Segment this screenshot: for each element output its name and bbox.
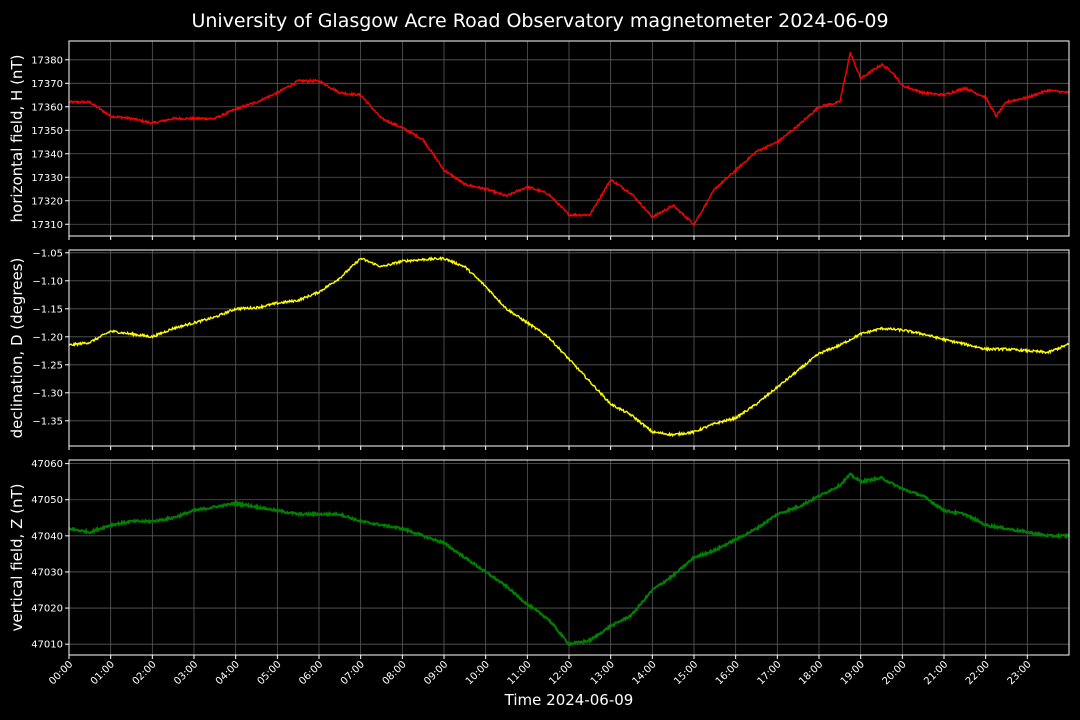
y-tick-label: 17350: [31, 126, 63, 137]
y-tick-label: 17370: [31, 79, 63, 90]
panel-1: −1.05 −1.10 −1.15 −1.20 −1.25 −1.30 −1.35 decli…: [8, 248, 1070, 450]
x-tick-label: 11:00: [506, 659, 534, 687]
x-tick-label: 10:00: [464, 659, 492, 687]
x-tick-label: 03:00: [172, 659, 200, 687]
x-tick-label: 19:00: [839, 659, 867, 687]
series-line: [68, 256, 1070, 438]
x-tick-label: 13:00: [589, 659, 617, 687]
x-tick-label: 20:00: [881, 659, 909, 687]
x-tick-label: 23:00: [1006, 659, 1034, 687]
x-tick-label: 12:00: [547, 659, 575, 687]
y-tick-label: 47020: [31, 604, 63, 615]
y-axis-label: declination, D (degrees): [8, 258, 26, 439]
y-axis-label: horizontal field, H (nT): [8, 55, 26, 223]
x-tick-label: 14:00: [631, 659, 659, 687]
x-tick-label: 21:00: [922, 659, 950, 687]
x-tick-label: 22:00: [964, 659, 992, 687]
panel-0: 17310 17320 17330 17340 17350 17360 17370 17380…: [8, 40, 1070, 240]
chart-title: University of Glasgow Acre Road Observat…: [191, 10, 889, 32]
y-tick-label: −1.25: [32, 360, 63, 371]
y-tick-label: −1.10: [32, 276, 63, 287]
y-tick-label: 47050: [31, 495, 63, 506]
x-tick-label: 05:00: [256, 659, 284, 687]
y-axis-label: vertical field, Z (nT): [8, 483, 26, 631]
x-tick-label: 04:00: [214, 659, 242, 687]
x-tick-label: 17:00: [756, 659, 784, 687]
plot-frame: [68, 40, 1070, 237]
y-tick-label: 17360: [31, 102, 63, 113]
series-line: [68, 472, 1070, 647]
y-tick-label: 17320: [31, 196, 63, 207]
x-tick-label: 01:00: [89, 659, 117, 687]
x-tick-label: 08:00: [381, 659, 409, 687]
x-tick-label: 18:00: [797, 659, 825, 687]
y-tick-label: −1.30: [32, 388, 63, 399]
plot-frame: [68, 249, 1070, 447]
x-tick-label: 16:00: [714, 659, 742, 687]
y-tick-label: −1.05: [32, 248, 63, 259]
series-line: [68, 52, 1070, 227]
panel-2: 47010 47020 47030 47040 47050 47060 vertical f…: [8, 459, 1070, 659]
y-tick-label: −1.15: [32, 304, 63, 315]
y-tick-label: 47030: [31, 567, 63, 578]
y-tick-label: −1.20: [32, 332, 63, 343]
plot-frame: [68, 459, 1070, 656]
x-tick-label: 07:00: [339, 659, 367, 687]
y-tick-label: 17340: [31, 149, 63, 160]
x-tick-label: 00:00: [47, 659, 75, 687]
x-axis-label: Time 2024-06-09: [504, 691, 634, 709]
x-tick-label: 06:00: [297, 659, 325, 687]
x-tick-label: 15:00: [672, 659, 700, 687]
y-tick-label: 47040: [31, 531, 63, 542]
y-tick-label: 17380: [31, 55, 63, 66]
y-tick-label: 17330: [31, 173, 63, 184]
x-tick-label: 09:00: [422, 659, 450, 687]
y-tick-label: 17310: [31, 220, 63, 231]
y-tick-label: 47060: [31, 459, 63, 470]
y-tick-label: −1.35: [32, 416, 63, 427]
y-tick-label: 47010: [31, 640, 63, 651]
x-tick-label: 02:00: [131, 659, 159, 687]
